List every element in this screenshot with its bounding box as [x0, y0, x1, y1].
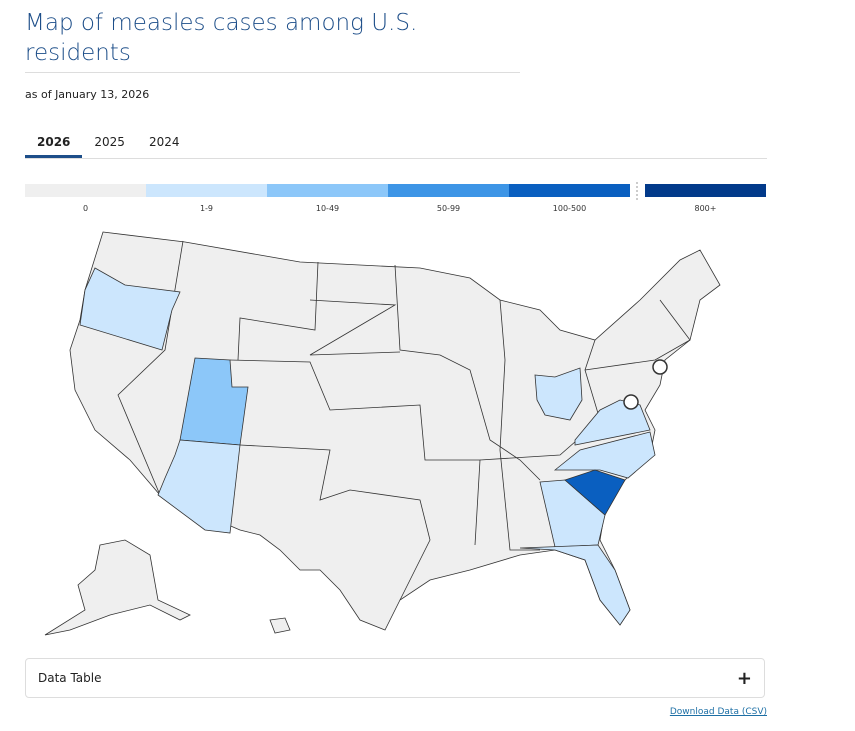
state [564, 469, 626, 516]
legend-label: 50-99 [437, 204, 460, 213]
legend-swatch [509, 184, 630, 197]
legend-label: 1-9 [200, 204, 213, 213]
marker [623, 394, 639, 410]
plus-icon: + [736, 667, 752, 689]
state [534, 367, 583, 421]
state [519, 544, 631, 626]
border [239, 444, 431, 601]
map: 0 1-9 10-49 50-99 100-500 800+ [25, 182, 766, 636]
alaska [44, 539, 191, 636]
states [44, 231, 721, 636]
tab[interactable]: 2024 [148, 135, 180, 149]
legend-label: 0 [83, 204, 88, 213]
legend-swatch [388, 184, 509, 197]
border [499, 299, 540, 551]
legend-label: 10-49 [316, 204, 339, 213]
state [574, 399, 651, 446]
tab[interactable]: 2025 [94, 135, 125, 149]
marker [652, 359, 668, 375]
legend-swatch [267, 184, 388, 197]
border [584, 299, 691, 371]
tab[interactable]: 2026 [25, 128, 83, 158]
legend-label: 800+ [695, 204, 717, 213]
border [394, 264, 541, 481]
legend-swatch [645, 184, 766, 197]
data-table-toggle[interactable]: Data Table + [25, 658, 765, 698]
subtitle: as of January 13, 2026 [25, 88, 150, 101]
tabs: 2026 2025 2024 [25, 128, 767, 159]
legend-swatch [25, 184, 146, 197]
state [553, 431, 656, 479]
legend-swatch [146, 184, 267, 197]
state [539, 479, 606, 548]
legend-label: 100-500 [553, 204, 586, 213]
download-link[interactable]: Download Data (CSV) [669, 707, 767, 717]
state [79, 267, 181, 351]
title: Map of measles cases among U.S. resident… [25, 8, 520, 73]
hawaii [269, 617, 291, 634]
legend: 0 1-9 10-49 50-99 100-500 800+ [25, 182, 766, 213]
state [157, 439, 241, 534]
data-table-label: Data Table [38, 671, 102, 685]
border [237, 261, 319, 361]
border [309, 299, 401, 356]
